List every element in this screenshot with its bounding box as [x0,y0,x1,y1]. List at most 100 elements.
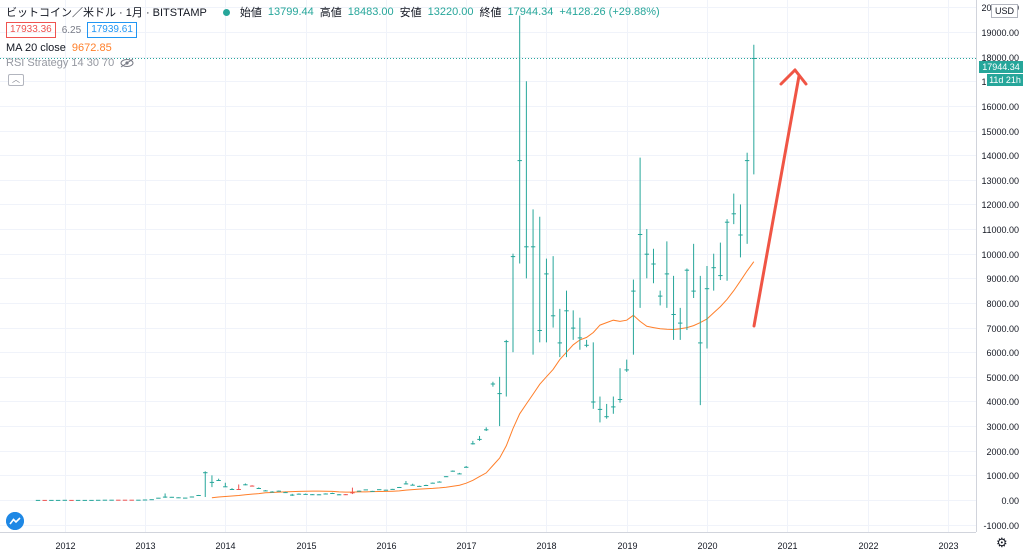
candle [363,489,368,491]
candle [122,499,128,501]
high-label: 高値 [319,7,342,19]
candle-body [42,499,47,501]
candle-body [611,406,616,408]
candle-body [35,499,41,501]
candle-body [517,160,522,162]
candle [62,499,67,501]
candle-body [718,275,723,277]
candle [671,275,676,340]
candle [136,499,141,501]
candle-body [678,322,683,324]
price-axis[interactable]: -1000.00 0.00 1000.00 2000.00 3000.00 4000.00… [976,0,1024,556]
candle [390,488,395,490]
candle [611,396,616,414]
eye-icon[interactable] [120,58,134,68]
candle [156,497,161,499]
candle [96,499,101,501]
candle-body [296,493,302,495]
candle [69,499,74,501]
candle [183,497,188,499]
tradingview-logo-icon[interactable] [6,512,24,530]
candle-body [303,493,308,495]
candle [109,499,114,501]
candle-body [55,499,61,501]
ask-price[interactable]: 17939.61 [87,22,137,38]
candle [537,216,542,343]
symbol-title[interactable]: ビットコイン／米ドル · 1月 · BITSTAMP [6,7,207,19]
year-tick-label: 2013 [135,541,155,551]
candle-body [477,438,482,440]
ma-legend[interactable]: MA 20 close 9672.85 [6,42,112,54]
candle [82,499,87,501]
candle-body [89,499,94,501]
candle [557,308,562,358]
candle [129,499,134,501]
candle-body [189,496,195,498]
candle-body [497,393,502,395]
price-tick-label: 5000.00 [986,373,1019,383]
candle [704,266,710,349]
candle [330,492,335,494]
candle-body [490,383,496,385]
bar-countdown: 11d 21h [987,74,1023,86]
rsi-legend[interactable]: RSI Strategy 14 30 70 [6,57,134,69]
candle [269,491,275,493]
trend-arrow-stroke [752,74,801,328]
candle [544,258,549,343]
chevron-up-icon[interactable]: ︿ [8,74,24,86]
symbol-header: ビットコイン／米ドル · 1月 · BITSTAMP 始値 13799.44 高値… [6,4,660,20]
candle [597,396,603,423]
price-tick-label: 7000.00 [986,324,1019,334]
candle-body [370,490,375,492]
candle-body [530,246,536,248]
candle-body [162,496,168,498]
candle [430,482,435,484]
candle-body [209,481,215,483]
candle [35,499,41,501]
candle-body [350,492,355,494]
candle-body [403,483,409,485]
gear-icon[interactable]: ⚙ [996,535,1008,550]
candle-body [183,497,188,499]
bid-price[interactable]: 17933.36 [6,22,56,38]
candle-body [738,234,743,236]
candle-body [417,485,422,487]
candle [196,494,201,496]
candle-body [423,485,429,486]
candle [631,279,636,355]
candle-body [75,499,81,501]
currency-label[interactable]: USD [990,4,1018,18]
candle-body [744,160,750,162]
candle [731,193,736,225]
candle [283,491,288,494]
time-axis[interactable]: 2012 2013 2014 2015 2016 2017 2018 2019 2020 2021… [0,532,976,552]
candle-body [276,490,281,492]
candle-body [356,490,362,492]
candle [464,465,469,468]
price-tick-label: 19000.00 [981,28,1019,38]
candle-body [216,480,221,481]
candle [236,484,241,490]
candle [276,490,281,492]
candle-body [363,489,368,491]
candle-body [116,499,121,501]
candle-body [731,213,736,215]
candle [724,219,730,281]
candle-body [637,234,643,235]
candle-body [69,499,74,501]
quote-row: 17933.36 6.25 17939.61 [6,22,137,38]
candle [417,485,422,487]
price-tick-label: 2000.00 [986,447,1019,457]
candle-body [671,314,676,315]
candle [644,229,649,279]
low-label: 安値 [399,7,422,19]
trend-arrow[interactable] [752,68,808,328]
candle-body [457,473,462,475]
candle-body [223,486,228,488]
candle-body [550,315,556,317]
price-tick-label: 0.00 [1001,496,1019,506]
candle-body [604,416,609,418]
candle-body [156,497,161,499]
candle-body [236,489,241,490]
